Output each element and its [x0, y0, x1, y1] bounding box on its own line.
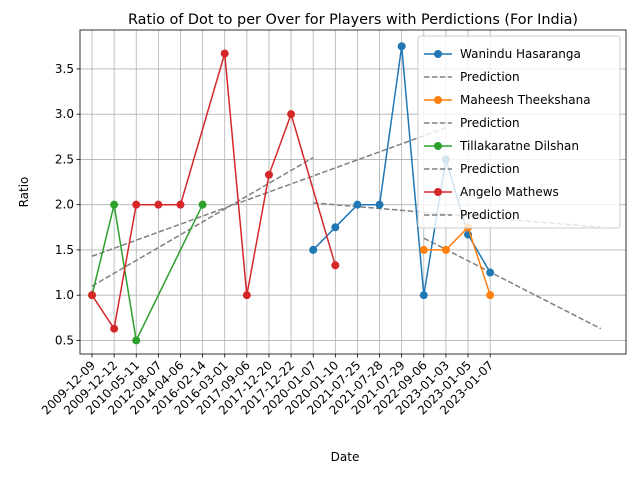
- legend-label: Prediction: [460, 116, 520, 130]
- x-axis-ticks: 2009-12-092009-12-122010-05-112012-08-07…: [39, 354, 496, 417]
- legend-label: Prediction: [460, 208, 520, 222]
- data-point: [419, 245, 428, 254]
- prediction-line: [91, 156, 314, 287]
- y-axis-ticks: 0.5 1.0 1.5 2.0 2.5 3.0 3.5: [55, 62, 80, 347]
- y-tick-label: 1.5: [55, 243, 74, 257]
- grid: [80, 30, 626, 354]
- legend-label: Prediction: [460, 70, 520, 84]
- data-point: [176, 200, 185, 209]
- data-point: [375, 200, 384, 209]
- data-point: [154, 200, 163, 209]
- series-group: [88, 49, 340, 333]
- y-tick-label: 2.0: [55, 198, 74, 212]
- legend-box: [417, 35, 621, 229]
- data-point: [287, 110, 296, 119]
- legend-marker: [434, 96, 442, 104]
- data-point: [486, 268, 495, 277]
- data-point: [132, 200, 141, 209]
- prediction-line: [423, 237, 602, 330]
- data-point: [220, 49, 229, 58]
- y-axis-title: Ratio: [17, 177, 31, 208]
- data-point: [441, 245, 450, 254]
- data-point: [132, 336, 141, 345]
- data-point: [110, 324, 119, 333]
- legend-label: Maheesh Theekshana: [460, 93, 591, 107]
- data-point: [353, 200, 362, 209]
- legend: Wanindu Hasaranga Prediction Maheesh Theek…: [417, 35, 621, 229]
- data-point: [88, 291, 96, 300]
- data-point: [198, 200, 207, 209]
- legend-label: Angelo Mathews: [460, 185, 559, 199]
- data-point: [331, 261, 340, 270]
- y-tick-label: 0.5: [55, 333, 74, 347]
- y-tick-label: 3.0: [55, 107, 74, 121]
- series-line: [423, 225, 491, 296]
- plot-frame: [79, 29, 627, 355]
- legend-marker: [434, 50, 442, 58]
- y-tick-label: 2.5: [55, 152, 74, 166]
- data-point: [397, 42, 406, 51]
- data-point: [264, 170, 273, 179]
- data-point: [331, 223, 340, 232]
- series-line: [91, 204, 204, 343]
- data-point: [110, 200, 119, 209]
- series-line: [91, 53, 337, 331]
- y-tick-label: 3.5: [55, 62, 74, 76]
- legend-label: Prediction: [460, 162, 520, 176]
- legend-label: Tillakaratne Dilshan: [459, 139, 579, 153]
- legend-marker: [434, 188, 442, 196]
- y-tick-label: 1.0: [55, 288, 74, 302]
- x-axis-title: Date: [331, 450, 360, 464]
- data-point: [419, 291, 428, 300]
- data-point: [309, 245, 318, 254]
- legend-label: Wanindu Hasaranga: [460, 47, 581, 61]
- chart-title: Ratio of Dot to per Over for Players wit…: [128, 12, 578, 28]
- legend-marker: [434, 142, 442, 150]
- data-point: [486, 291, 495, 300]
- data-point: [242, 291, 251, 300]
